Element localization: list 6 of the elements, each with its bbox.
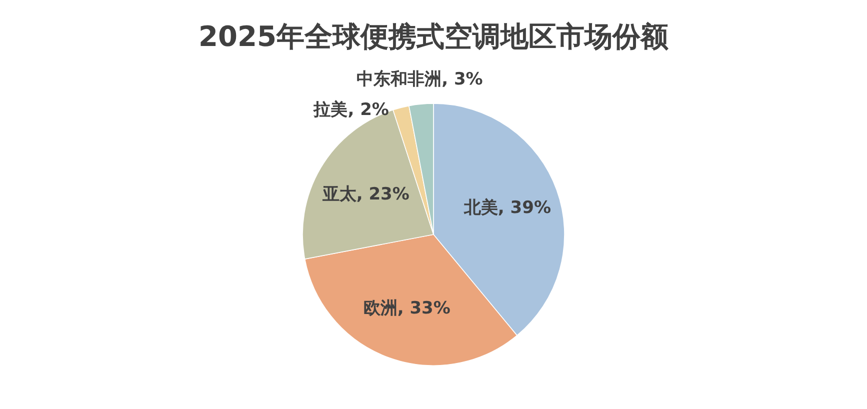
slice-label: 中东和非洲, 3% — [356, 69, 483, 90]
slice-label: 欧洲, 33% — [363, 298, 450, 318]
slice-label: 亚太, 23% — [321, 184, 410, 204]
chart-title: 2025年全球便携式空调地区市场份额 — [198, 20, 670, 53]
slice-label: 北美, 39% — [462, 198, 551, 218]
slice-label: 拉美, 2% — [312, 100, 389, 120]
